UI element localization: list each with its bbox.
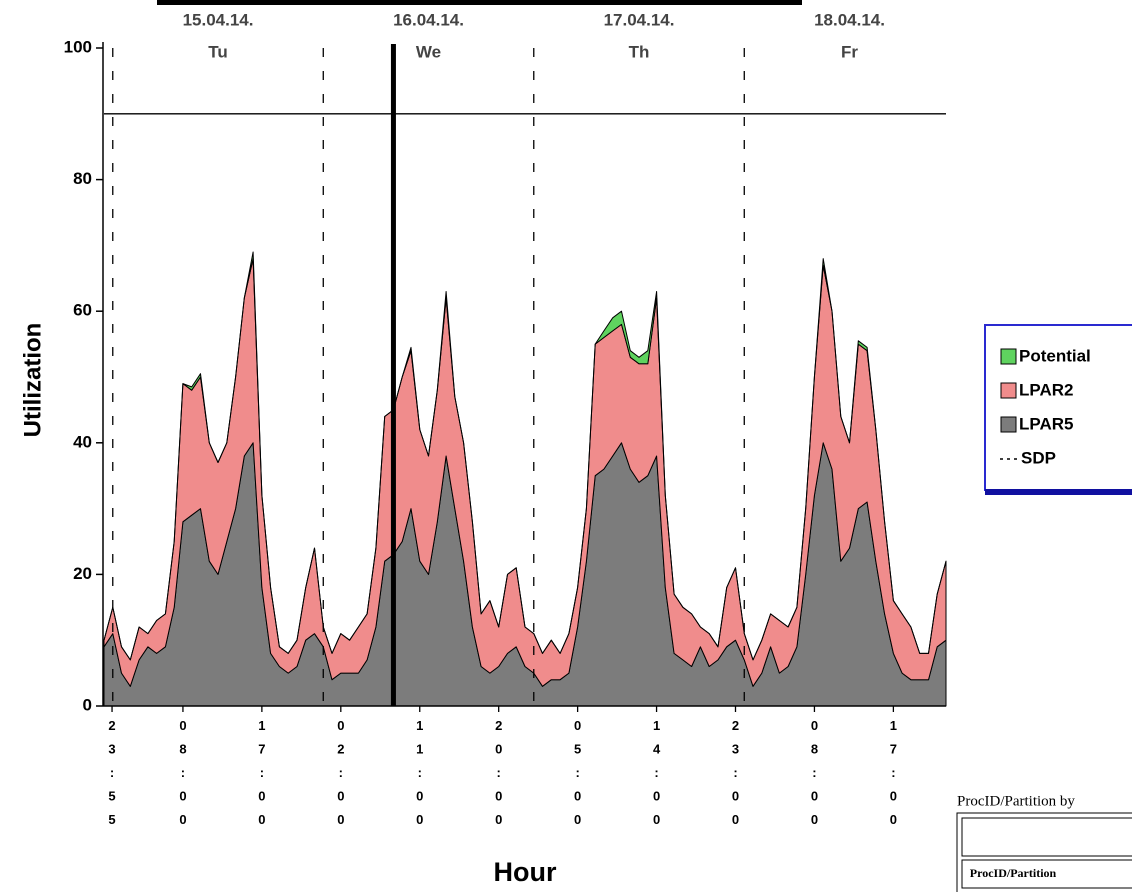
legend-swatch [1000, 348, 1017, 365]
legend-swatch [1000, 416, 1017, 433]
day-name: Th [629, 42, 650, 61]
y-tick-label: 0 [83, 695, 92, 714]
header-bar [157, 0, 802, 5]
day-name: Tu [208, 42, 228, 61]
legend-swatch [1000, 382, 1017, 399]
y-tick-label: 100 [64, 37, 92, 56]
table-header-cell [961, 859, 1132, 889]
y-tick-label: 80 [73, 169, 92, 188]
caption-mask [955, 810, 1132, 892]
day-date: 17.04.14. [604, 10, 675, 29]
plot-area: 0 20 40 60 80 100 2 3:5 5 0 8:0 0 1 7:0 0 0 2:0 0 1 1:0 0 2 0:… [64, 10, 947, 827]
table-frame [956, 812, 1132, 892]
legend-label: SDP [1021, 448, 1056, 467]
day-name: Fr [841, 42, 858, 61]
y-axis-title: Utilization [19, 323, 46, 438]
table-empty-row [961, 817, 1132, 857]
legend-label: LPAR5 [1019, 414, 1073, 433]
area [103, 251, 947, 661]
y-tick-label: 40 [73, 432, 92, 451]
y-tick-label: 20 [73, 564, 92, 583]
legend-label: Potential [1019, 346, 1091, 365]
table-caption: ProcID/Partition by [957, 793, 1075, 809]
day-date: 15.04.14. [183, 10, 254, 29]
legend: Potential LPAR2 LPAR5 SDP [1000, 346, 1091, 467]
x-axis-title: Hour [494, 857, 557, 887]
day-date: 16.04.14. [393, 10, 464, 29]
y-tick-label: 60 [73, 301, 92, 320]
day-date: 18.04.14. [814, 10, 885, 29]
day-name: We [416, 42, 441, 61]
table-header: ProcID/Partition [970, 866, 1057, 880]
legend-shadow [985, 489, 1132, 495]
legend-label: LPAR2 [1019, 380, 1073, 399]
